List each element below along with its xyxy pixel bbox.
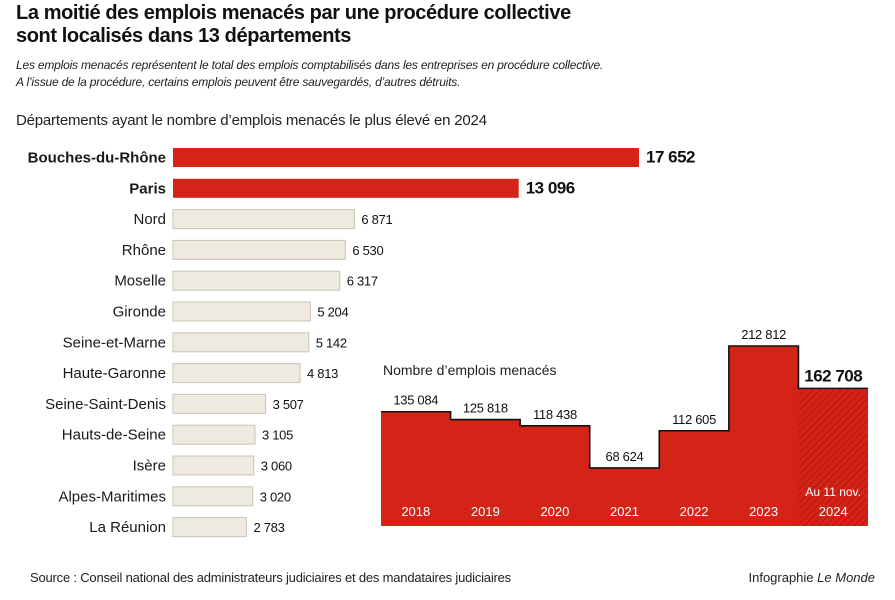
area-step xyxy=(798,388,868,526)
bar xyxy=(173,178,519,198)
bar-value-label: 3 105 xyxy=(262,428,293,443)
bar xyxy=(172,363,301,384)
area-year-label: 2021 xyxy=(610,504,639,519)
title-line-2: sont localisés dans 13 départements xyxy=(16,25,352,47)
bar-value-label: 2 783 xyxy=(253,520,284,535)
title-line-1: La moitié des emplois menacés par une pr… xyxy=(16,2,571,24)
subtitle-line-1: Les emplois menacés représentent le tota… xyxy=(16,58,604,72)
bar xyxy=(172,517,247,538)
area-annotation: Au 11 nov. xyxy=(805,485,861,499)
area-value-label: 162 708 xyxy=(804,366,862,385)
bar-value-label: 17 652 xyxy=(646,148,695,167)
area-step xyxy=(589,467,660,526)
area-step xyxy=(450,419,521,526)
bar-category-label: Haute-Garonne xyxy=(63,365,166,382)
yearly-step-area-chart: Nombre d’emplois menacés 135 084 2018 125 8… xyxy=(381,327,868,526)
bar-value-label: 13 096 xyxy=(526,178,575,197)
credit-note: Infographie Le Monde xyxy=(748,570,875,585)
area-value-label: 212 812 xyxy=(741,327,786,342)
bar-category-label: Seine-Saint-Denis xyxy=(45,396,166,413)
bar-value-label: 3 507 xyxy=(273,397,304,412)
credit-prefix: Infographie xyxy=(748,570,814,585)
bar-value-label: 5 142 xyxy=(316,335,347,350)
bar xyxy=(172,332,310,353)
bar-category-label: Rhône xyxy=(122,242,166,259)
area-step xyxy=(381,411,452,526)
bar-category-label: La Réunion xyxy=(89,519,166,536)
credit-brand: Le Monde xyxy=(817,570,875,585)
area-year-label: 2018 xyxy=(401,504,430,519)
bar-category-label: Moselle xyxy=(114,273,166,290)
bar xyxy=(173,148,639,167)
bar-value-label: 4 813 xyxy=(307,366,338,381)
bar xyxy=(172,209,355,230)
bar-value-label: 3 060 xyxy=(261,459,292,474)
bar-category-label: Paris xyxy=(129,180,166,197)
area-year-label: 2024 xyxy=(819,504,848,519)
bar xyxy=(172,239,346,260)
bar xyxy=(172,455,255,476)
area-step xyxy=(520,425,591,526)
bar xyxy=(172,393,267,414)
area-value-label: 118 438 xyxy=(533,407,577,422)
chart-title: La moitié des emplois menacés par une pr… xyxy=(16,2,876,48)
area-year-label: 2023 xyxy=(749,504,778,519)
bar-value-label: 3 020 xyxy=(260,489,291,504)
bar-category-label: Alpes-Maritimes xyxy=(58,488,166,505)
source-note: Source : Conseil national des administra… xyxy=(30,570,511,585)
area-year-label: 2020 xyxy=(540,504,569,519)
bar-value-label: 6 317 xyxy=(347,274,378,289)
bar-chart-heading: Départements ayant le nombre d’emplois m… xyxy=(16,112,487,129)
area-step xyxy=(659,430,730,526)
bar xyxy=(172,486,254,507)
bar-category-label: Nord xyxy=(133,211,166,228)
bar xyxy=(172,270,341,291)
area-value-label: 135 084 xyxy=(393,393,438,408)
chart-subtitle: Les emplois menacés représentent le tota… xyxy=(16,57,876,91)
area-year-label: 2022 xyxy=(680,504,709,519)
bar xyxy=(172,301,311,322)
area-step xyxy=(728,346,799,526)
bar-category-label: Bouches-du-Rhône xyxy=(28,150,166,167)
bar-value-label: 5 204 xyxy=(317,305,348,320)
bar xyxy=(172,424,256,445)
area-value-label: 68 624 xyxy=(606,449,644,464)
bar-category-label: Gironde xyxy=(113,304,166,321)
area-year-label: 2019 xyxy=(471,504,500,519)
bar-category-label: Isère xyxy=(133,458,166,475)
bar-value-label: 6 530 xyxy=(352,243,383,258)
area-outline xyxy=(381,345,868,469)
bar-category-label: Hauts-de-Seine xyxy=(62,427,166,444)
area-chart-title: Nombre d’emplois menacés xyxy=(383,362,557,378)
bar-value-label: 6 871 xyxy=(361,212,392,227)
bar-category-label: Seine-et-Marne xyxy=(63,334,166,351)
department-bar-chart: Bouches-du-Rhône 17 652 Paris 13 096 Nord 6 8… xyxy=(28,148,696,538)
area-value-label: 112 605 xyxy=(672,412,716,427)
area-value-label: 125 818 xyxy=(463,401,508,416)
subtitle-line-2: A l’issue de la procédure, certains empl… xyxy=(16,75,461,89)
